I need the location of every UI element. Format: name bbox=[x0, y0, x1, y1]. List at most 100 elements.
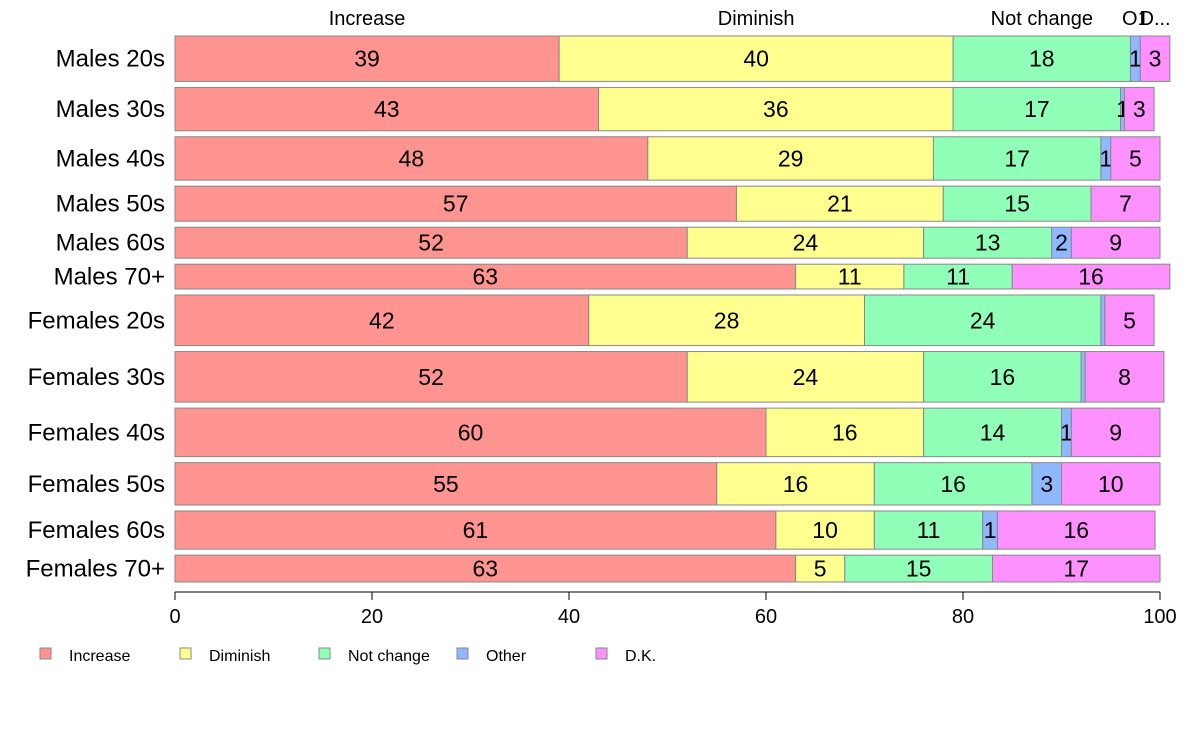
x-tick-label-40: 40 bbox=[558, 606, 580, 628]
data-label-other-males-60s: 2 bbox=[1055, 230, 1068, 256]
category-label-females-30s: Females 30s bbox=[28, 364, 165, 391]
bar-segment-d-k-females-30s bbox=[1084, 351, 1165, 403]
data-label-diminish-males-20s: 40 bbox=[743, 46, 769, 72]
x-tick-label-20: 20 bbox=[361, 606, 383, 628]
bar-segment-diminish-females-30s bbox=[686, 351, 925, 403]
data-label-not-change-males-40s: 17 bbox=[1004, 145, 1030, 171]
category-labels: Males 20s Males 30s Males 40s Males 50s Male… bbox=[26, 46, 165, 583]
bar-segment-other-females-30s bbox=[1080, 351, 1086, 403]
bar-segment-diminish-males-40s bbox=[647, 136, 934, 181]
bar-segment-not-change-males-40s bbox=[932, 136, 1102, 181]
bar-segment-not-change-females-60s bbox=[873, 510, 984, 550]
data-label-d-k-males-70: 16 bbox=[1078, 264, 1104, 290]
bar-segment-diminish-females-70 bbox=[795, 554, 846, 583]
data-label-d-k-females-60s: 16 bbox=[1063, 517, 1089, 543]
bar-row-males-20s: 39 40 18 1 3 bbox=[174, 35, 1171, 82]
category-label-females-70: Females 70+ bbox=[26, 556, 165, 583]
category-label-males-40s: Males 40s bbox=[56, 145, 165, 172]
data-label-increase-males-70: 63 bbox=[472, 264, 498, 290]
data-label-increase-females-60s: 61 bbox=[463, 517, 489, 543]
bar-segment-not-change-females-50s bbox=[873, 462, 1033, 506]
category-label-males-20s: Males 20s bbox=[56, 46, 165, 73]
data-label-not-change-females-60s: 11 bbox=[917, 517, 941, 543]
bar-segment-increase-males-30s bbox=[174, 86, 600, 132]
bar-segment-increase-males-60s bbox=[174, 226, 688, 259]
bar-row-females-30s: 52 24 16 8 bbox=[174, 351, 1165, 403]
bar-segment-d-k-males-20s bbox=[1139, 35, 1171, 82]
data-label-diminish-females-60s: 10 bbox=[812, 517, 838, 543]
legend-swatch-diminish bbox=[179, 647, 192, 660]
data-label-increase-males-30s: 43 bbox=[374, 96, 400, 122]
data-label-other-females-60s: 1 bbox=[984, 517, 997, 543]
data-label-diminish-females-70: 5 bbox=[814, 556, 827, 582]
data-label-not-change-males-20s: 18 bbox=[1029, 46, 1055, 72]
data-label-diminish-females-30s: 24 bbox=[793, 364, 819, 390]
bar-segment-not-change-females-20s bbox=[864, 294, 1102, 347]
legend-item-other: Other bbox=[456, 647, 527, 665]
bar-row-females-40s: 60 16 14 1 9 bbox=[174, 407, 1161, 458]
legend-swatch-d-k bbox=[595, 647, 608, 660]
data-label-diminish-females-20s: 28 bbox=[714, 307, 740, 333]
category-label-males-30s: Males 30s bbox=[56, 96, 165, 123]
segment-header-increase: Increase bbox=[329, 8, 406, 30]
bar-segment-d-k-females-50s bbox=[1061, 462, 1161, 506]
legend-label-d-k: D.K. bbox=[625, 648, 656, 665]
bar-segment-d-k-males-70 bbox=[1011, 263, 1171, 290]
segment-header-diminish: Diminish bbox=[718, 8, 795, 30]
x-axis: 0 20 40 60 80 100 bbox=[169, 591, 1177, 628]
legend-swatch-increase bbox=[39, 647, 52, 660]
data-label-d-k-males-20s: 3 bbox=[1149, 46, 1162, 72]
bar-segment-d-k-females-20s bbox=[1104, 294, 1155, 347]
category-label-females-50s: Females 50s bbox=[28, 471, 165, 498]
category-label-females-20s: Females 20s bbox=[28, 307, 165, 334]
bar-row-females-60s: 61 10 11 1 16 bbox=[174, 510, 1156, 550]
bar-segment-increase-females-60s bbox=[174, 510, 777, 550]
data-label-increase-males-50s: 57 bbox=[443, 191, 469, 217]
data-label-other-females-40s: 1 bbox=[1060, 419, 1073, 445]
category-label-males-60s: Males 60s bbox=[56, 230, 165, 257]
bar-segment-d-k-males-40s bbox=[1110, 136, 1161, 181]
bar-row-females-50s: 55 16 16 3 10 bbox=[174, 462, 1161, 506]
segment-header-not-change: Not change bbox=[991, 8, 1093, 30]
bar-segment-increase-females-40s bbox=[174, 407, 767, 458]
x-tick-label-100: 100 bbox=[1143, 606, 1176, 628]
bar-segment-not-change-females-40s bbox=[923, 407, 1062, 458]
bar-segment-increase-females-30s bbox=[174, 351, 688, 403]
bar-segment-increase-males-50s bbox=[174, 185, 737, 222]
bar-segment-not-change-females-70 bbox=[844, 554, 994, 583]
bar-segment-diminish-males-20s bbox=[558, 35, 954, 82]
bar-segment-d-k-females-70 bbox=[992, 554, 1161, 583]
legend-swatch-not-change bbox=[318, 647, 331, 660]
bar-segment-diminish-males-30s bbox=[598, 86, 954, 132]
data-label-not-change-females-20s: 24 bbox=[970, 307, 996, 333]
data-label-diminish-males-40s: 29 bbox=[778, 145, 804, 171]
data-label-increase-males-60s: 52 bbox=[418, 230, 444, 256]
data-label-diminish-males-60s: 24 bbox=[793, 230, 819, 256]
category-label-females-40s: Females 40s bbox=[28, 419, 165, 446]
data-label-increase-males-40s: 48 bbox=[399, 145, 425, 171]
bar-segment-not-change-males-30s bbox=[952, 86, 1122, 132]
legend-label-increase: Increase bbox=[69, 648, 130, 665]
bar-segment-increase-males-40s bbox=[174, 136, 649, 181]
legend-label-not-change: Not change bbox=[348, 648, 430, 665]
data-label-not-change-females-50s: 16 bbox=[940, 471, 966, 497]
data-label-not-change-males-60s: 13 bbox=[975, 230, 1001, 256]
bar-segment-other-females-20s bbox=[1100, 294, 1106, 347]
bar-row-females-20s: 42 28 24 5 bbox=[174, 294, 1155, 347]
category-label-males-70: Males 70+ bbox=[54, 264, 165, 291]
data-label-d-k-males-30s: 3 bbox=[1133, 96, 1146, 122]
bar-segment-diminish-males-50s bbox=[735, 185, 944, 222]
data-label-diminish-females-40s: 16 bbox=[832, 419, 858, 445]
data-label-not-change-males-70: 11 bbox=[946, 264, 970, 290]
bar-segment-diminish-females-20s bbox=[588, 294, 865, 347]
segment-header-d-k: D... bbox=[1140, 8, 1171, 30]
data-label-increase-females-40s: 60 bbox=[458, 419, 484, 445]
category-label-males-50s: Males 50s bbox=[56, 191, 165, 218]
data-label-d-k-females-40s: 9 bbox=[1109, 419, 1122, 445]
bar-segment-increase-females-70 bbox=[174, 554, 797, 583]
bars-group: 39 40 18 1 343 36 17 1 348 29 17 1 557 21 15 752 24 13 2 96… bbox=[174, 35, 1171, 583]
data-label-not-change-females-40s: 14 bbox=[980, 419, 1006, 445]
legend: Increase Diminish Not change Other D.K. bbox=[39, 647, 656, 665]
legend-swatch-other bbox=[456, 647, 469, 660]
